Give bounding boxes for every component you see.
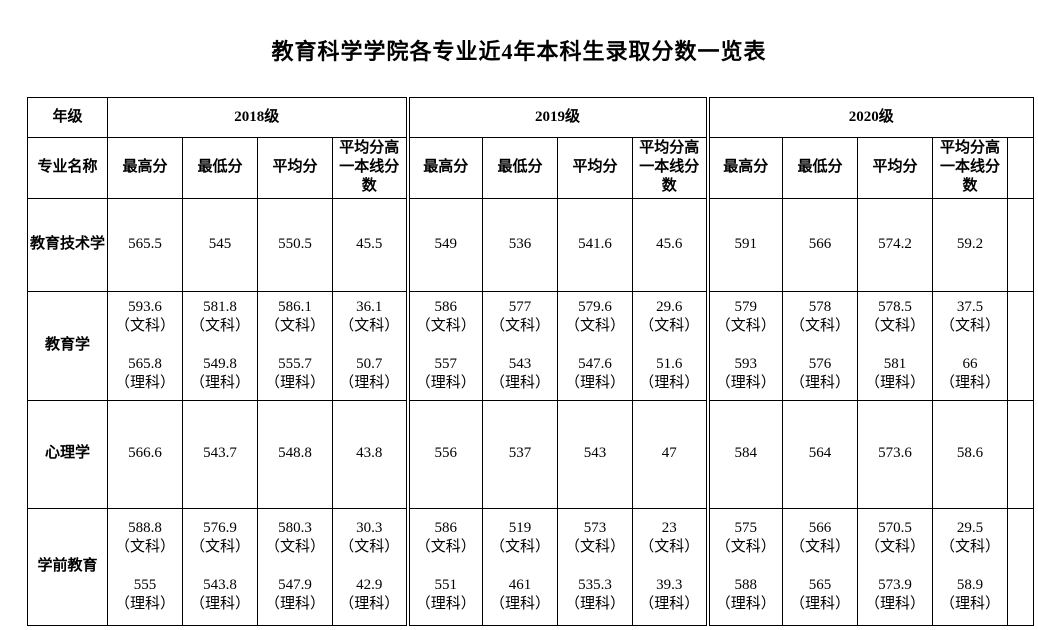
score-cell: 565.5 [107, 197, 183, 292]
score-cell: 584 [705, 399, 784, 509]
header-2018-min: 最低分 [182, 137, 258, 199]
score-cell: 586 （文科） 551 （理科） [405, 507, 484, 626]
score-cell: 23 （文科） 39.3 （理科） [632, 507, 709, 626]
score-cell: 566 [782, 197, 859, 292]
empty-cell [1007, 197, 1035, 292]
header-2019-min: 最低分 [482, 137, 559, 199]
score-cell: 550.5 [257, 197, 333, 292]
header-2020-max: 最高分 [705, 137, 784, 199]
score-cell: 43.8 [331, 399, 409, 509]
score-cell: 564 [782, 399, 859, 509]
score-cell: 581.8 （文科） 549.8 （理科） [182, 290, 258, 401]
score-cell: 573 （文科） 535.3 （理科） [557, 507, 634, 626]
score-cell: 566.6 [107, 399, 183, 509]
score-cell: 579 （文科） 593 （理科） [705, 290, 784, 401]
table-row-psychology: 心理学 566.6 543.7 548.8 43.8 556 537 543 4… [27, 399, 1035, 509]
score-cell: 30.3 （文科） 42.9 （理科） [331, 507, 409, 626]
score-cell: 578 （文科） 576 （理科） [782, 290, 859, 401]
table-row-preschool: 学前教育 588.8 （文科） 555 （理科） 576.9 （文科） 543.… [27, 507, 1035, 626]
table-row-edu-tech: 教育技术学 565.5 545 550.5 45.5 549 536 541.6… [27, 197, 1035, 292]
score-cell: 576.9 （文科） 543.8 （理科） [182, 507, 258, 626]
year-header-row: 年级 2018级 2019级 2020级 [27, 97, 1035, 138]
empty-cell [1007, 399, 1035, 509]
year-header-2020: 2020级 [705, 97, 1035, 138]
score-cell: 593.6 （文科） 565.8 （理科） [107, 290, 183, 401]
empty-cell [1007, 290, 1035, 401]
page-title: 教育科学学院各专业近4年本科生录取分数一览表 [271, 39, 767, 64]
score-cell: 586 （文科） 557 （理科） [405, 290, 484, 401]
score-cell: 588.8 （文科） 555 （理科） [107, 507, 183, 626]
score-cell: 36.1 （文科） 50.7 （理科） [331, 290, 409, 401]
header-2018-max: 最高分 [107, 137, 183, 199]
score-cell: 548.8 [257, 399, 333, 509]
score-cell: 541.6 [557, 197, 634, 292]
major-name: 教育学 [27, 290, 108, 401]
corner-cell-grade: 年级 [27, 97, 108, 138]
score-cell: 566 （文科） 565 （理科） [782, 507, 859, 626]
score-cell: 37.5 （文科） 66 （理科） [932, 290, 1009, 401]
score-cell: 58.6 [932, 399, 1009, 509]
score-cell: 59.2 [932, 197, 1009, 292]
header-2020-above: 平均分高一本线分数 [932, 137, 1009, 199]
header-2019-avg: 平均分 [557, 137, 634, 199]
header-2018-avg: 平均分 [257, 137, 333, 199]
score-cell: 536 [482, 197, 559, 292]
year-header-2019: 2019级 [405, 97, 709, 138]
score-cell: 545 [182, 197, 258, 292]
score-cell: 543.7 [182, 399, 258, 509]
score-cell: 586.1 （文科） 555.7 （理科） [257, 290, 333, 401]
year-header-2018: 2018级 [106, 97, 409, 138]
score-cell: 580.3 （文科） 547.9 （理科） [257, 507, 333, 626]
admission-scores-table: 年级 2018级 2019级 2020级 专业名称 最高分 最低分 平均分 平均… [27, 97, 1035, 626]
header-2019-max: 最高分 [405, 137, 484, 199]
score-cell: 45.5 [331, 197, 409, 292]
score-cell: 574.2 [857, 197, 934, 292]
score-cell: 579.6 （文科） 547.6 （理科） [557, 290, 634, 401]
score-cell: 537 [482, 399, 559, 509]
score-cell: 519 （文科） 461 （理科） [482, 507, 559, 626]
score-header-row: 专业名称 最高分 最低分 平均分 平均分高一本线分数 最高分 最低分 平均分 平… [27, 137, 1035, 199]
score-cell: 591 [705, 197, 784, 292]
score-cell: 45.6 [632, 197, 709, 292]
score-cell: 577 （文科） 543 （理科） [482, 290, 559, 401]
header-2020-min: 最低分 [782, 137, 859, 199]
header-2018-above: 平均分高一本线分数 [331, 137, 409, 199]
score-cell: 570.5 （文科） 573.9 （理科） [857, 507, 934, 626]
header-2020-avg: 平均分 [857, 137, 934, 199]
major-name: 教育技术学 [27, 197, 108, 292]
corner-cell-major: 专业名称 [27, 137, 108, 199]
empty-cell [1007, 507, 1035, 626]
score-cell: 556 [405, 399, 484, 509]
score-cell: 578.5 （文科） 581 （理科） [857, 290, 934, 401]
table-row-education: 教育学 593.6 （文科） 565.8 （理科） 581.8 （文科） 549… [27, 290, 1035, 401]
major-name: 心理学 [27, 399, 108, 509]
empty-header-cell [1007, 137, 1035, 199]
major-name: 学前教育 [27, 507, 108, 626]
score-cell: 29.5 （文科） 58.9 （理科） [932, 507, 1009, 626]
score-cell: 575 （文科） 588 （理科） [705, 507, 784, 626]
score-cell: 543 [557, 399, 634, 509]
score-cell: 47 [632, 399, 709, 509]
score-cell: 29.6 （文科） 51.6 （理科） [632, 290, 709, 401]
score-cell: 549 [405, 197, 484, 292]
score-cell: 573.6 [857, 399, 934, 509]
header-2019-above: 平均分高一本线分数 [632, 137, 709, 199]
